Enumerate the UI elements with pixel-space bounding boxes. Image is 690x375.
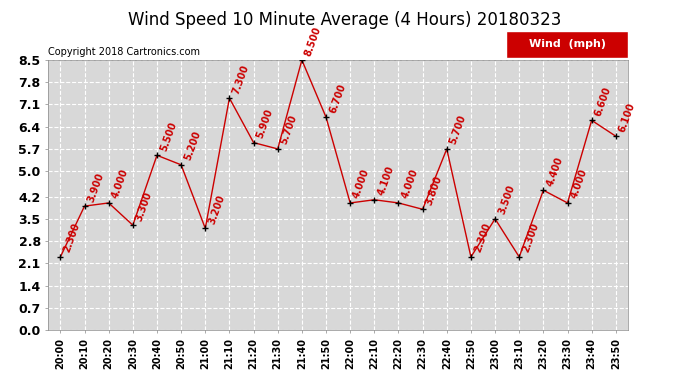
Text: 6.100: 6.100	[618, 101, 637, 134]
Text: 4.400: 4.400	[545, 155, 564, 188]
Text: 4.000: 4.000	[110, 168, 130, 200]
Text: 6.700: 6.700	[328, 82, 347, 114]
Text: 3.200: 3.200	[207, 193, 226, 226]
Text: Copyright 2018 Cartronics.com: Copyright 2018 Cartronics.com	[48, 47, 200, 57]
Text: 4.000: 4.000	[400, 168, 420, 200]
Text: 2.300: 2.300	[521, 222, 540, 254]
Text: 2.300: 2.300	[62, 222, 81, 254]
Text: 5.500: 5.500	[159, 120, 178, 153]
Text: 2.300: 2.300	[473, 222, 492, 254]
Text: 6.600: 6.600	[593, 85, 613, 118]
Text: 3.300: 3.300	[135, 190, 154, 222]
Text: 3.900: 3.900	[86, 171, 106, 203]
Text: 4.100: 4.100	[376, 165, 395, 197]
Text: 5.900: 5.900	[255, 108, 275, 140]
Text: 3.500: 3.500	[497, 184, 516, 216]
Text: Wind Speed 10 Minute Average (4 Hours) 20180323: Wind Speed 10 Minute Average (4 Hours) 2…	[128, 11, 562, 29]
Text: 5.700: 5.700	[448, 114, 468, 146]
Text: 4.000: 4.000	[569, 168, 589, 200]
Text: 4.000: 4.000	[352, 168, 371, 200]
Text: 7.300: 7.300	[231, 63, 250, 95]
Text: 3.800: 3.800	[424, 174, 444, 207]
Text: 5.200: 5.200	[183, 130, 202, 162]
Text: 5.700: 5.700	[279, 114, 299, 146]
Text: 8.500: 8.500	[304, 25, 323, 57]
